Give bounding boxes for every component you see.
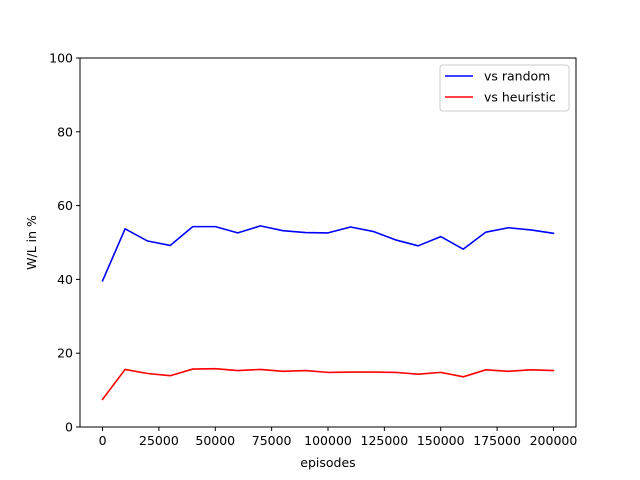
legend-label-vs-random: vs random xyxy=(484,69,550,84)
y-tick-label: 40 xyxy=(57,272,73,287)
x-tick-label: 25000 xyxy=(139,433,179,448)
x-tick-label: 0 xyxy=(99,433,107,448)
x-axis: 0 25000 50000 75000 100000 125000 150000 175000… xyxy=(99,427,578,448)
x-tick-label: 75000 xyxy=(252,433,292,448)
plot-background xyxy=(80,58,576,427)
x-tick-label: 50000 xyxy=(195,433,235,448)
x-tick-label: 125000 xyxy=(361,433,409,448)
x-axis-label: episodes xyxy=(300,455,355,470)
x-tick-label: 150000 xyxy=(417,433,465,448)
y-axis-label: W/L in % xyxy=(24,215,39,270)
y-tick-label: 100 xyxy=(49,51,73,66)
y-tick-label: 0 xyxy=(65,420,73,435)
y-tick-label: 80 xyxy=(57,124,73,139)
series-line-vs-random xyxy=(101,225,555,282)
legend-label-vs-heuristic: vs heuristic xyxy=(484,90,556,105)
legend: vs random vs heuristic xyxy=(439,64,570,112)
series-layer xyxy=(101,225,555,401)
y-tick-label: 60 xyxy=(57,198,73,213)
x-tick-label: 175000 xyxy=(473,433,521,448)
y-tick-label: 20 xyxy=(57,346,73,361)
x-tick-label: 100000 xyxy=(304,433,352,448)
series-line-vs-heuristic xyxy=(101,367,555,401)
x-tick-label: 200000 xyxy=(530,433,578,448)
y-axis: 0 20 40 60 80 100 xyxy=(49,51,80,435)
